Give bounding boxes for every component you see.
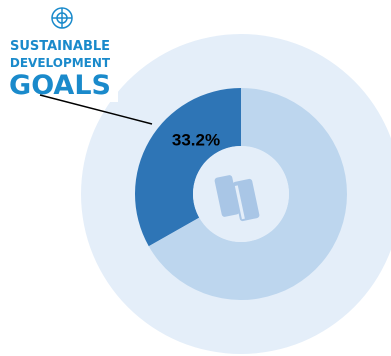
- logo-line: DEVELOPMENT: [10, 56, 111, 70]
- leader-line: [39, 94, 153, 125]
- book-icon: [214, 175, 260, 222]
- logo-line: SUSTAINABLE: [10, 39, 110, 54]
- un-emblem: [51, 7, 73, 29]
- logo-box: [0, 0, 118, 102]
- donut-segment: [135, 88, 241, 247]
- data-label: 33.2%: [172, 130, 220, 149]
- donut: [135, 88, 348, 300]
- logo-line: GOALS: [9, 70, 111, 101]
- donut-segment: [148, 88, 348, 300]
